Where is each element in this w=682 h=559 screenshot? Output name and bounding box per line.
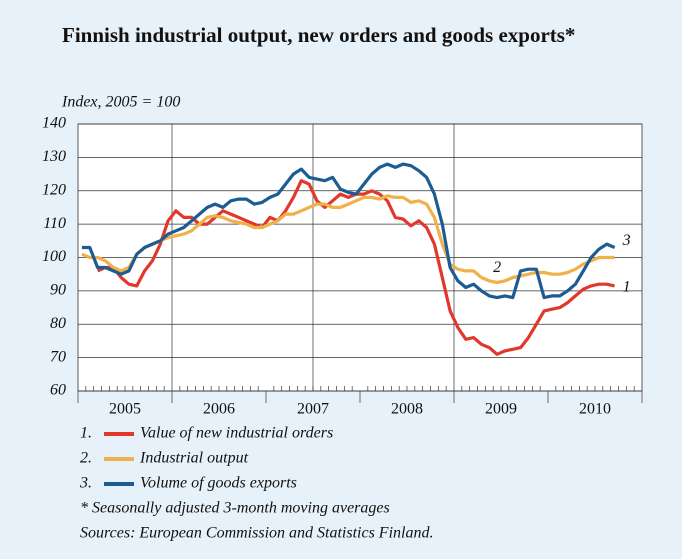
legend-label: Value of new industrial orders <box>140 425 333 442</box>
legend-number: 2. <box>80 450 92 467</box>
chart-title: Finnish industrial output, new orders an… <box>62 23 576 47</box>
note: Sources: European Commission and Statist… <box>80 525 433 542</box>
x-tick-label: 2008 <box>391 401 423 418</box>
y-tick-label: 110 <box>43 215 66 232</box>
x-tick-label: 2007 <box>297 401 329 418</box>
y-tick-label: 140 <box>42 115 66 132</box>
legend-label: Industrial output <box>139 450 249 467</box>
note: * Seasonally adjusted 3-month moving ave… <box>80 500 390 517</box>
y-tick-label: 90 <box>50 282 66 299</box>
x-tick-label: 2009 <box>485 401 517 418</box>
y-tick-label: 130 <box>42 148 66 165</box>
y-tick-label: 100 <box>42 248 66 265</box>
y-tick-label: 70 <box>50 348 66 365</box>
y-tick-label: 120 <box>42 181 66 198</box>
legend-number: 1. <box>80 425 92 442</box>
series-line <box>81 194 615 285</box>
y-tick-label: 60 <box>50 382 66 399</box>
line-label: 2 <box>493 259 501 276</box>
line-label: 1 <box>623 279 631 296</box>
x-tick-label: 2005 <box>109 401 141 418</box>
x-tick-label: 2006 <box>203 401 235 418</box>
legend-number: 3. <box>79 475 92 492</box>
series-line <box>81 162 616 300</box>
legend-label: Volume of goods exports <box>140 475 297 492</box>
x-tick-label: 2010 <box>579 401 611 418</box>
y-tick-label: 80 <box>50 315 66 332</box>
subtitle: Index, 2005 = 100 <box>61 94 180 111</box>
line-label: 3 <box>622 232 631 249</box>
